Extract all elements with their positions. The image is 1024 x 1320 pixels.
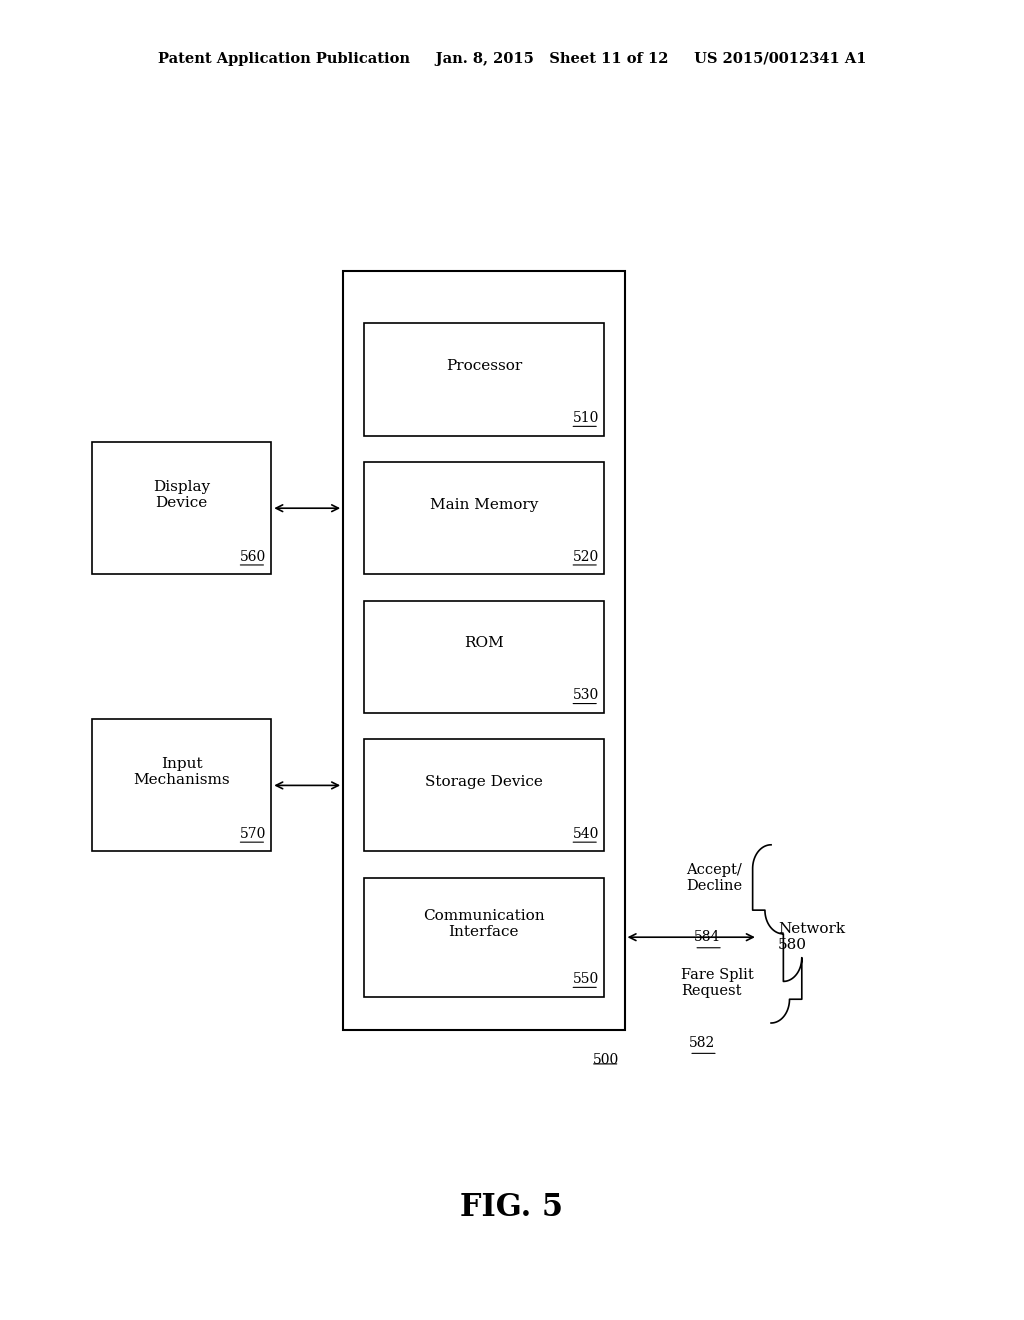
Text: Fare Split
Request: Fare Split Request [681, 969, 754, 998]
Text: Main Memory: Main Memory [430, 498, 538, 512]
Text: 550: 550 [572, 972, 599, 986]
Text: 584: 584 [694, 931, 721, 944]
Text: FIG. 5: FIG. 5 [461, 1192, 563, 1224]
FancyBboxPatch shape [364, 462, 604, 574]
FancyBboxPatch shape [92, 719, 271, 851]
FancyBboxPatch shape [364, 601, 604, 713]
Text: Network
580: Network 580 [778, 923, 846, 952]
FancyBboxPatch shape [92, 442, 271, 574]
FancyBboxPatch shape [364, 739, 604, 851]
Text: 510: 510 [572, 411, 599, 425]
Text: 500: 500 [593, 1053, 620, 1068]
Text: 530: 530 [572, 688, 599, 702]
Text: Patent Application Publication     Jan. 8, 2015   Sheet 11 of 12     US 2015/001: Patent Application Publication Jan. 8, 2… [158, 53, 866, 66]
Text: Input
Mechanisms: Input Mechanisms [133, 758, 230, 787]
Text: Storage Device: Storage Device [425, 775, 543, 789]
Text: 540: 540 [572, 826, 599, 841]
Text: Processor: Processor [445, 359, 522, 374]
Text: Display
Device: Display Device [154, 480, 210, 510]
Text: 570: 570 [240, 826, 266, 841]
FancyBboxPatch shape [343, 271, 625, 1030]
Text: ROM: ROM [464, 636, 504, 651]
Text: 560: 560 [240, 549, 266, 564]
Text: 582: 582 [689, 1036, 716, 1049]
Text: 520: 520 [572, 549, 599, 564]
FancyBboxPatch shape [364, 323, 604, 436]
Text: Accept/
Decline: Accept/ Decline [686, 863, 742, 892]
Text: Communication
Interface: Communication Interface [423, 909, 545, 939]
FancyBboxPatch shape [364, 878, 604, 997]
